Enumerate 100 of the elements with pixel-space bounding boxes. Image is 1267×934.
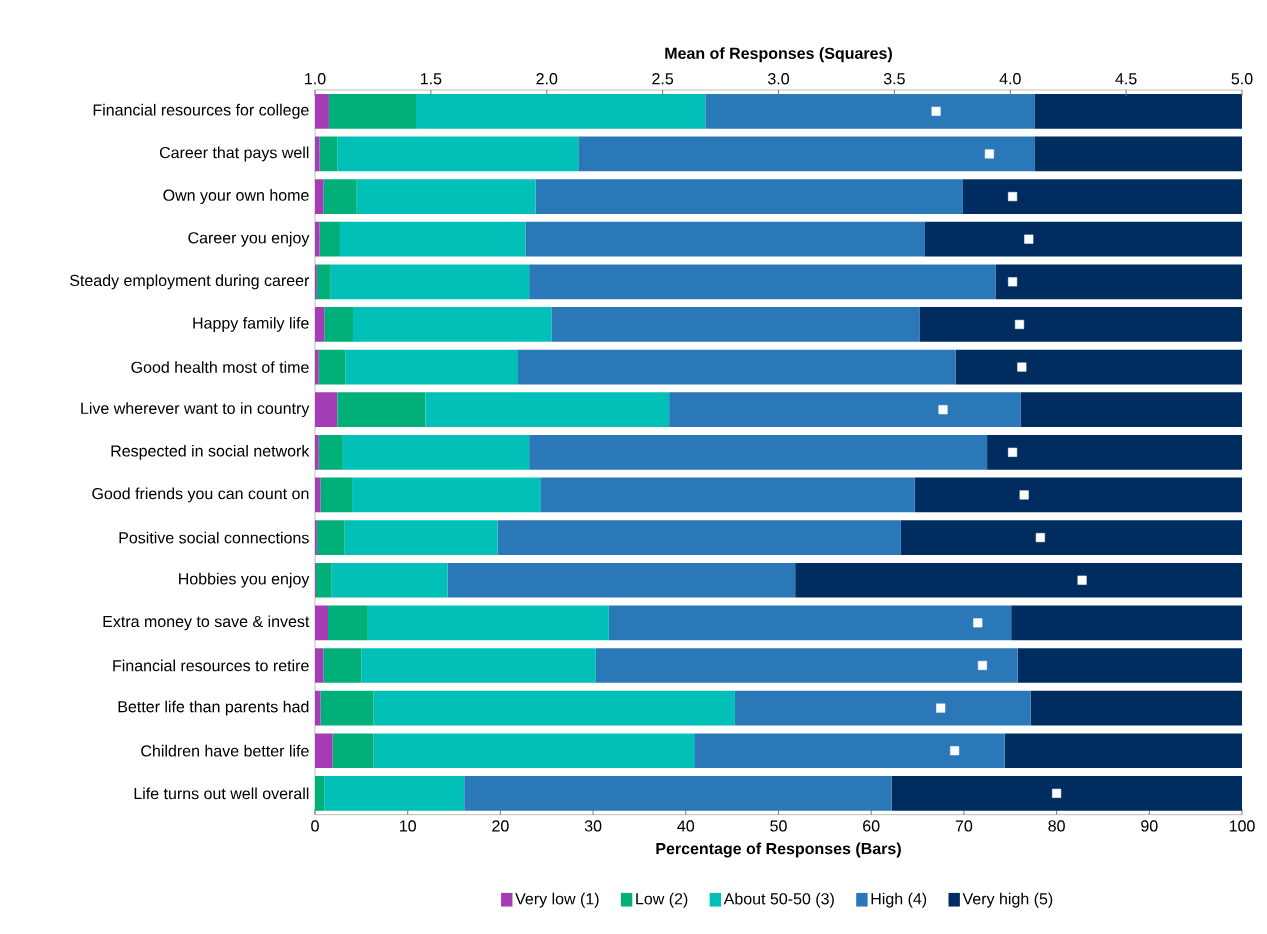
bar [315, 434, 319, 470]
bar [328, 93, 417, 129]
bar [315, 349, 319, 385]
x2-tick-label: 2.0 [536, 73, 558, 85]
point [938, 405, 948, 415]
bar [608, 605, 1012, 641]
bar [535, 179, 963, 214]
bar [955, 349, 1243, 385]
bar [327, 605, 368, 641]
x-tick-label: 100 [1229, 820, 1255, 832]
bar [340, 221, 526, 257]
x-tick-label: 10 [400, 820, 416, 832]
bar [914, 477, 1243, 513]
bar [315, 562, 332, 598]
bar [316, 520, 345, 555]
bar [323, 648, 362, 683]
point [977, 660, 987, 670]
bar [330, 264, 530, 300]
bar [416, 93, 706, 129]
bar [518, 349, 956, 385]
bar [1034, 136, 1243, 172]
bar [315, 648, 324, 683]
bar [319, 136, 338, 172]
bar [367, 605, 609, 641]
point [1052, 788, 1062, 798]
x-tick-label: 70 [955, 820, 973, 832]
bar [315, 690, 321, 726]
bar [324, 307, 354, 342]
legend-label: Very high (5) [962, 892, 1053, 908]
y-tick-label: Extra money to save & invest [103, 615, 310, 631]
bar [795, 562, 1243, 598]
bar [315, 307, 325, 342]
point [1017, 362, 1027, 372]
y-tick-label: Career that pays well [159, 146, 309, 162]
bar [525, 221, 925, 257]
bar [315, 392, 338, 428]
bar [919, 307, 1243, 342]
bar [352, 477, 541, 513]
legend-label: Very low (1) [515, 892, 599, 908]
bar [316, 264, 331, 300]
y-tick-label: Good health most of time [131, 361, 309, 373]
bar [497, 520, 901, 555]
bar [694, 733, 1005, 769]
bar [320, 690, 374, 726]
point [1008, 277, 1018, 287]
bar [595, 648, 1018, 683]
y-tick-label: Respected in social network [111, 444, 310, 460]
bar [540, 477, 915, 513]
x-tick-label: 40 [677, 820, 695, 832]
bar [315, 136, 320, 172]
bar [1034, 93, 1243, 129]
bar [900, 520, 1243, 555]
y-tick-label: Hobbies you enjoy [179, 572, 310, 588]
point [984, 149, 994, 159]
y-tick-label: Steady employment during career [70, 274, 310, 290]
point [1035, 533, 1045, 543]
bar [332, 733, 374, 769]
y-tick-label: Financial resources to retire [113, 659, 309, 672]
bar [1004, 733, 1243, 769]
bar [1020, 392, 1243, 428]
bar [891, 776, 1243, 811]
x2-tick-label: 3.0 [767, 73, 790, 85]
x-tick-label: 80 [1048, 820, 1065, 832]
bar [315, 221, 320, 257]
y-tick-label: Live wherever want to in country [81, 402, 310, 418]
bar [318, 349, 346, 385]
x-axis-title: Percentage of Responses (Bars) [656, 842, 901, 858]
point [1077, 575, 1087, 585]
legend-label: High (4) [871, 892, 927, 908]
bar [337, 392, 426, 428]
x2-tick-label: 1.5 [420, 73, 442, 85]
bar [324, 776, 465, 811]
bar [1017, 648, 1243, 683]
bar [551, 307, 920, 342]
bar [344, 520, 498, 555]
bar [356, 179, 536, 214]
point [973, 618, 983, 628]
legend-label: Low (2) [636, 892, 688, 908]
bar [331, 562, 448, 598]
bar [318, 434, 343, 470]
bar [315, 733, 333, 769]
x-tick-label: 60 [863, 820, 880, 832]
point [1024, 234, 1034, 244]
bar [995, 264, 1243, 300]
legend-label: About 50-50 (3) [723, 892, 834, 908]
bar [315, 93, 329, 129]
bar [373, 733, 695, 769]
point [950, 746, 960, 756]
bar [734, 690, 1031, 726]
point [1019, 490, 1029, 500]
x2-tick-label: 3.5 [883, 73, 905, 85]
x-tick-label: 20 [492, 820, 509, 832]
x-tick-label: 90 [1141, 820, 1158, 832]
y-tick-label: Good friends you can count on [92, 487, 309, 503]
bar [315, 179, 324, 214]
bar [425, 392, 670, 428]
bar [1011, 605, 1243, 641]
bar [373, 690, 735, 726]
x-tick-label: 0 [311, 820, 319, 832]
bar [319, 221, 341, 257]
